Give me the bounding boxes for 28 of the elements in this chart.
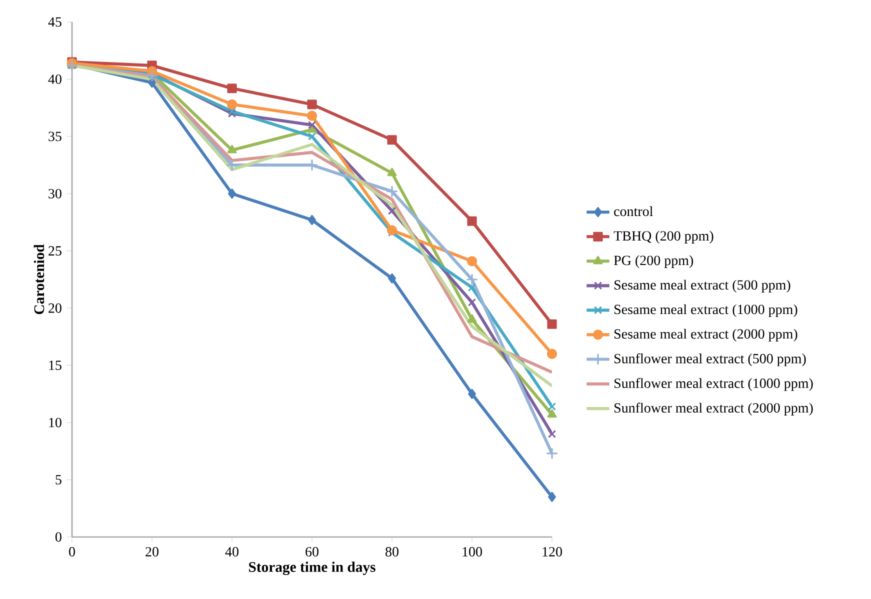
legend-label: Sesame meal extract (1000 ppm) [614, 304, 798, 317]
y-tick-label: 20 [48, 303, 62, 313]
y-tick-label: 40 [48, 74, 62, 84]
y-axis-title: Caroteniod [34, 244, 44, 314]
x-tick-label: 120 [542, 547, 562, 556]
legend-label: TBHQ (200 ppm) [614, 230, 714, 244]
x-tick-label: 20 [146, 547, 158, 556]
legend-label: PG (200 ppm) [614, 255, 694, 268]
y-tick-label: 0 [55, 532, 62, 542]
y-tick-label: 10 [49, 418, 62, 428]
legend-label: control [614, 206, 653, 216]
y-tick-label: 25 [48, 246, 62, 256]
y-tick-label: 30 [48, 188, 62, 198]
y-tick-label: 35 [48, 132, 62, 142]
x-tick-label: 100 [462, 547, 482, 556]
legend-label: Sesame meal extract (500 ppm) [614, 280, 790, 292]
x-tick-label: 80 [386, 547, 398, 556]
y-tick-label: 5 [56, 475, 62, 484]
x-tick-label: 0 [69, 547, 75, 556]
y-tick-label: 15 [49, 360, 62, 370]
x-tick-label: 60 [306, 547, 318, 556]
legend-label: Sunflower meal extract (500 ppm) [614, 353, 806, 366]
legend-label: Sesame meal extract (2000 ppm) [614, 328, 798, 342]
x-tick-label: 40 [225, 547, 238, 556]
y-tick-label: 45 [48, 17, 62, 27]
legend-label: Sunflower meal extract (1000 ppm) [614, 378, 813, 391]
x-axis-title: Storage time in days [249, 562, 376, 576]
legend-label: Sunflower meal extract (2000 ppm) [614, 402, 813, 416]
